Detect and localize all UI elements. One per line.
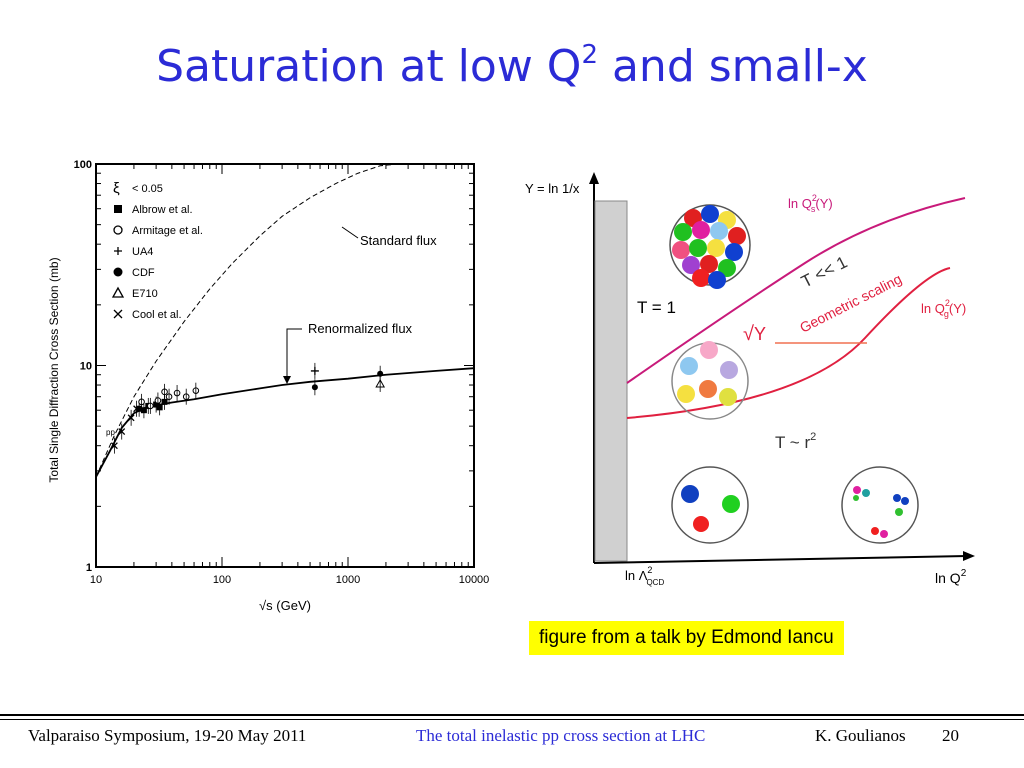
sparse-hadron-disk bbox=[671, 466, 749, 544]
t-r2-label: T ~ r2 bbox=[775, 431, 816, 452]
y-tick-label: 1 bbox=[86, 562, 92, 574]
parton-blob bbox=[674, 223, 692, 241]
x-tick-label: 10 bbox=[90, 574, 102, 586]
parton-blob bbox=[672, 241, 690, 259]
legend-symbol bbox=[111, 286, 125, 298]
dilute-hadron-disk bbox=[841, 466, 919, 544]
parton-blob bbox=[682, 256, 700, 274]
standard-flux-curve bbox=[95, 163, 399, 478]
parton-blob bbox=[689, 239, 707, 257]
footer-rule-bottom bbox=[0, 719, 1024, 720]
renormalized-flux-arrow bbox=[286, 328, 302, 380]
pp-label: pp bbox=[106, 428, 115, 437]
y-axis-label: Total Single Diffraction Cross Section (… bbox=[47, 257, 61, 482]
footer-page-number: 20 bbox=[942, 726, 959, 745]
parton-blob bbox=[710, 222, 728, 240]
footer-author: K. Goulianos bbox=[815, 726, 906, 745]
figure-credit: figure from a talk by Edmond Iancu bbox=[529, 621, 844, 655]
x-tick-label: 100 bbox=[213, 574, 231, 586]
legend-symbol bbox=[114, 205, 122, 213]
legend-symbol bbox=[113, 267, 123, 277]
y-axis-title: Y = ln 1/x bbox=[525, 181, 580, 196]
standard-flux-label: Standard flux bbox=[360, 233, 437, 248]
y-tick-label: 100 bbox=[74, 159, 92, 171]
x-axis-arrowhead bbox=[963, 551, 975, 561]
qg-label: ln Q2 g(Y) bbox=[921, 298, 966, 319]
y-axis-arrowhead bbox=[589, 172, 599, 184]
footer-talk-title: The total inelastic pp cross section at … bbox=[416, 726, 706, 745]
x-tick-label: 10000 bbox=[459, 574, 490, 586]
x-tick-label: 1000 bbox=[336, 574, 360, 586]
parton-blob bbox=[707, 239, 725, 257]
legend-label: < 0.05 bbox=[132, 183, 163, 195]
parton-blob bbox=[728, 227, 746, 245]
parton-blob bbox=[700, 255, 718, 273]
legend-label: UA4 bbox=[132, 246, 153, 258]
diagram-x-axis bbox=[593, 555, 968, 564]
parton-blob bbox=[701, 205, 719, 223]
parton-blob bbox=[725, 243, 743, 261]
t-much-less-label: T << 1 bbox=[798, 252, 850, 291]
legend-symbol: ξ bbox=[113, 180, 120, 197]
legend-label: Cool et al. bbox=[132, 309, 182, 321]
y-tick-label: 10 bbox=[80, 361, 92, 373]
legend-symbol bbox=[113, 309, 123, 319]
parton-blob bbox=[692, 269, 710, 287]
saturation-diagram: Y = ln 1/x ln Q2 ln Λ2 QCD ln Q2 s(Y) ln Q… bbox=[525, 172, 975, 587]
x-axis-title: ln Q2 bbox=[935, 568, 967, 586]
sqrt-y-label: √Y bbox=[743, 323, 766, 345]
legend-label: Albrow et al. bbox=[132, 204, 193, 216]
slide-title: Saturation at low Q2 and small-x bbox=[156, 40, 868, 92]
legend-symbol bbox=[114, 247, 122, 255]
parton-blob bbox=[692, 221, 710, 239]
geometric-scaling-line-qg bbox=[626, 267, 951, 419]
qs-label: ln Q2 s(Y) bbox=[788, 193, 833, 214]
renormalized-flux-curve bbox=[95, 367, 475, 478]
x-axis-label: √s (GeV) bbox=[259, 598, 311, 613]
footer-rule-top bbox=[0, 714, 1024, 716]
parton-blob bbox=[718, 259, 736, 277]
nonperturbative-band bbox=[594, 200, 628, 562]
parton-blob bbox=[708, 271, 726, 289]
renormalized-flux-arrowhead bbox=[283, 376, 291, 384]
saturation-line-qs bbox=[626, 197, 966, 384]
dense-hadron-disk bbox=[669, 204, 751, 289]
legend-label: Armitage et al. bbox=[132, 225, 203, 237]
legend-label: CDF bbox=[132, 267, 155, 279]
legend-label: E710 bbox=[132, 288, 158, 300]
legend-symbol bbox=[113, 225, 123, 235]
t-equals-one-label: T = 1 bbox=[637, 298, 676, 317]
medium-hadron-disk bbox=[671, 341, 749, 420]
renormalized-flux-label: Renormalized flux bbox=[308, 321, 413, 336]
standard-flux-arrow bbox=[341, 226, 359, 239]
footer-event: Valparaiso Symposium, 19-20 May 2011 bbox=[28, 726, 307, 745]
lambda-qcd-label: ln Λ2 QCD bbox=[625, 565, 664, 587]
